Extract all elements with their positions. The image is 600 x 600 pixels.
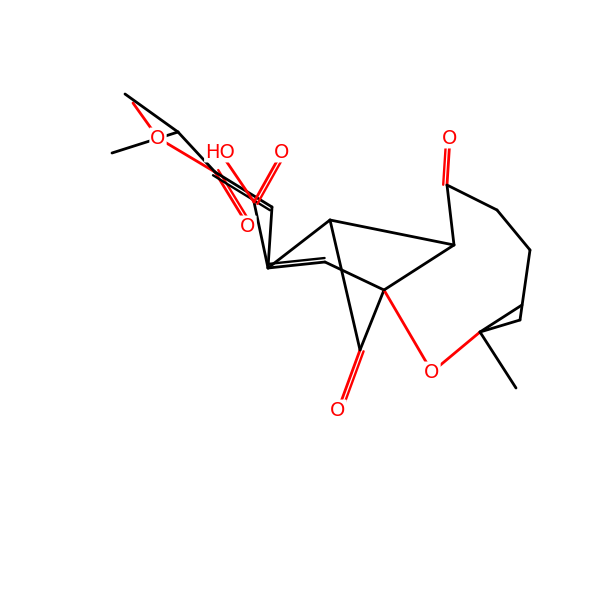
Text: O: O <box>241 217 256 235</box>
Text: O: O <box>442 128 458 148</box>
Text: O: O <box>151 128 166 148</box>
Text: O: O <box>274 142 290 161</box>
Text: HO: HO <box>205 142 235 161</box>
Text: O: O <box>331 401 346 419</box>
Text: O: O <box>424 362 440 382</box>
